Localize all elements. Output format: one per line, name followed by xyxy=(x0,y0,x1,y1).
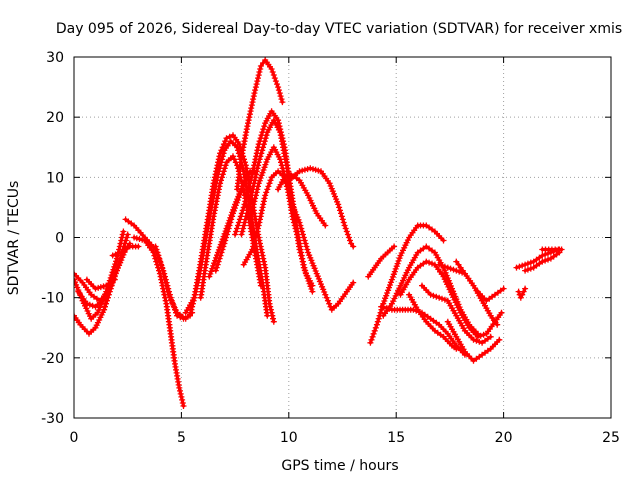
x-tick-label: 25 xyxy=(602,430,620,446)
series-arc-8 xyxy=(131,234,187,409)
series-arc-34 xyxy=(522,249,563,274)
series-arc-9 xyxy=(152,243,196,322)
series-arc-5 xyxy=(83,276,118,292)
tick-group: 0 5 10 15 20 25 -30 -20 -10 0 10 20 30 xyxy=(41,50,620,446)
series-arc-22 xyxy=(365,243,398,280)
series-markers xyxy=(474,285,507,304)
x-tick-label: 10 xyxy=(280,430,298,446)
series-arc-14 xyxy=(212,168,258,274)
series-arc-12 xyxy=(197,153,264,301)
series-markers xyxy=(397,258,505,340)
series-markers xyxy=(122,216,187,322)
series-markers xyxy=(515,285,529,301)
x-tick-label: 0 xyxy=(70,430,79,446)
series-arc-36 xyxy=(515,285,529,301)
data-series-group xyxy=(74,57,565,409)
series-markers xyxy=(131,234,187,409)
series-markers xyxy=(74,228,127,322)
y-tick-label: 30 xyxy=(46,50,64,66)
y-axis-label: SDTVAR / TECUs xyxy=(6,181,22,296)
y-tick-label: -30 xyxy=(41,411,64,427)
series-arc-7 xyxy=(122,216,187,322)
series-arc-21 xyxy=(285,165,357,250)
series-arc-26 xyxy=(397,258,505,340)
series-arc-29 xyxy=(436,261,501,328)
series-markers xyxy=(75,288,112,310)
x-tick-label: 20 xyxy=(495,430,513,446)
series-markers xyxy=(109,243,142,259)
y-tick-label: -20 xyxy=(41,351,64,367)
series-arc-27 xyxy=(406,291,460,352)
series-markers xyxy=(240,168,357,313)
y-tick-label: 0 xyxy=(55,231,64,247)
x-tick-label: 15 xyxy=(387,430,405,446)
series-markers xyxy=(152,243,196,322)
x-axis-label: GPS time / hours xyxy=(281,458,398,474)
series-arc-30 xyxy=(444,318,503,364)
series-markers xyxy=(285,165,357,250)
series-markers xyxy=(275,171,329,229)
series-arc-3 xyxy=(74,228,127,322)
y-tick-label: 20 xyxy=(46,110,64,126)
series-arc-15 xyxy=(234,57,286,193)
series-markers xyxy=(234,57,286,193)
y-tick-label: -10 xyxy=(41,291,64,307)
series-markers xyxy=(365,243,398,280)
series-arc-6 xyxy=(109,243,142,259)
series-markers xyxy=(419,282,494,346)
series-arc-20 xyxy=(275,171,329,229)
series-arc-28 xyxy=(419,282,494,346)
series-arc-31 xyxy=(453,258,468,277)
grid xyxy=(74,57,611,418)
series-arc-32 xyxy=(474,285,507,304)
series-markers xyxy=(539,246,565,253)
series-arc-35 xyxy=(539,246,565,253)
chart-title: Day 095 of 2026, Sidereal Day-to-day VTE… xyxy=(56,21,622,37)
series-arc-4 xyxy=(75,288,112,310)
series-markers xyxy=(453,258,468,277)
series-markers xyxy=(444,318,503,364)
series-markers xyxy=(83,276,118,292)
series-arc-19 xyxy=(240,168,357,313)
y-tick-label: 10 xyxy=(46,170,64,186)
series-markers xyxy=(406,291,460,352)
x-tick-label: 5 xyxy=(177,430,186,446)
series-arc-17 xyxy=(238,117,316,289)
series-markers xyxy=(522,249,563,274)
series-markers xyxy=(238,117,316,289)
series-markers xyxy=(212,168,258,274)
